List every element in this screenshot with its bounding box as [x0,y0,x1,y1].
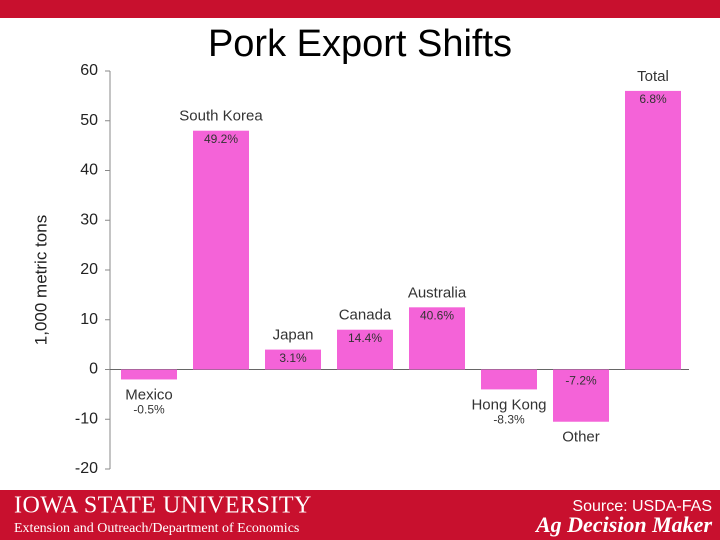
university: Iowa State University [14,493,312,519]
bar [481,369,537,390]
bar [337,329,393,370]
footer-band [0,490,720,540]
top-band [0,0,720,18]
change-label: 3.1% [279,351,307,365]
category-label: Total [637,68,669,85]
category-label: Hong Kong [471,396,546,413]
bar [193,130,249,370]
y-tick-label: -20 [75,460,98,477]
bar [265,349,321,370]
y-axis-label: 1,000 metric tons [31,215,50,345]
change-label: 49.2% [204,132,238,146]
category-label: Other [562,429,600,446]
bar [409,307,465,370]
change-label: -8.3% [493,413,525,427]
y-tick-label: 60 [80,62,98,79]
bar [553,369,609,422]
y-tick-label: 0 [89,361,98,378]
category-label: Mexico [125,386,173,403]
category-label: Canada [339,307,392,324]
y-tick-label: -10 [75,410,98,427]
department: Extension and Outreach/Department of Eco… [14,521,299,536]
y-tick-label: 30 [80,211,98,228]
change-label: 14.4% [348,331,382,345]
y-tick-label: 20 [80,261,98,278]
change-label: 6.8% [639,92,667,106]
category-label: Australia [408,284,467,301]
bar [625,90,681,370]
category-label: South Korea [179,108,263,125]
change-label: -0.5% [133,403,165,417]
source: Source: USDA-FAS [572,498,712,515]
y-tick-label: 10 [80,311,98,328]
change-label: -7.2% [565,374,597,388]
y-tick-label: 40 [80,162,98,179]
brand: Ag Decision Maker [534,512,712,537]
chart-title: Pork Export Shifts [208,23,512,65]
y-tick-label: 50 [80,112,98,129]
change-label: 40.6% [420,308,454,322]
category-label: Japan [273,327,314,344]
bar [121,369,177,380]
